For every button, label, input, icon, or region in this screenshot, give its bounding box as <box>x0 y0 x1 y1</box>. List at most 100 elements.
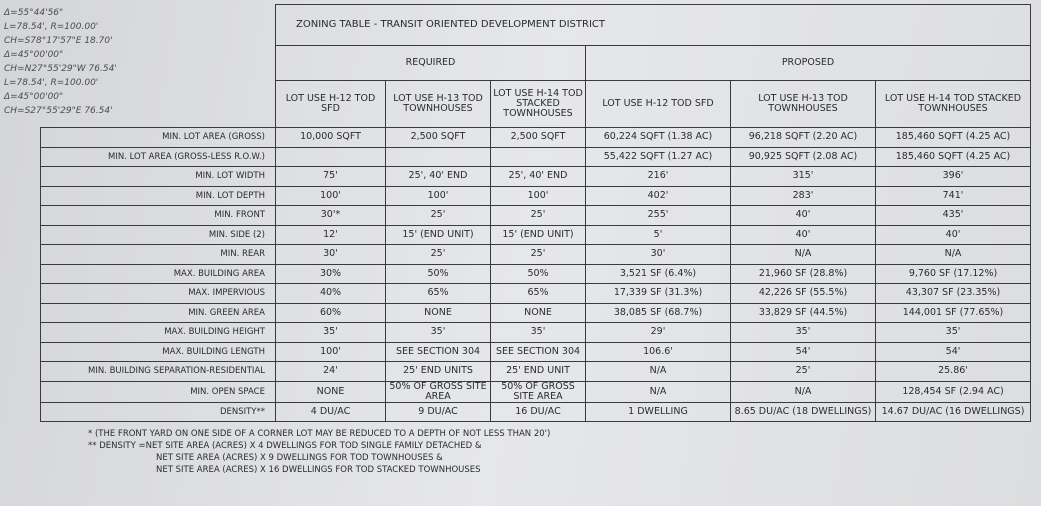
table-cell: 25.86' <box>874 361 1032 382</box>
table-cell: 54' <box>730 341 876 362</box>
table-cell: 35' <box>730 322 876 343</box>
table-cell: 396' <box>874 166 1032 187</box>
table-cell: 96,218 SQFT (2.20 AC) <box>730 127 876 148</box>
footnote: NET SITE AREA (ACRES) X 16 DWELLINGS FOR… <box>156 465 481 475</box>
table-row: MIN. OPEN SPACE NONE 50% OF GROSS SITE ARE… <box>40 380 1032 403</box>
group-row: REQUIRED PROPOSED <box>41 45 1032 81</box>
table-cell: 38,085 SF (68.7%) <box>585 302 731 323</box>
table-cell: N/A <box>730 244 876 265</box>
table-cell: 100' <box>385 185 491 206</box>
table-cell <box>275 146 386 167</box>
plat-note: Δ=55°44'56" <box>4 8 64 18</box>
table-cell: 185,460 SQFT (4.25 AC) <box>874 146 1032 167</box>
table-cell: 25' <box>490 244 586 265</box>
table-cell: 15' (END UNIT) <box>490 224 586 245</box>
table-row: MIN. GREEN AREA 60% NONE NONE 38,085 SF (68.… <box>40 302 1032 323</box>
table-cell: 60,224 SQFT (1.38 AC) <box>585 127 731 148</box>
corner-cell <box>40 4 276 128</box>
table-cell: 50% <box>490 263 586 284</box>
table-cell: N/A <box>585 380 731 403</box>
row-label: MAX. BUILDING AREA <box>40 263 276 284</box>
title-row: ZONING TABLE - TRANSIT ORIENTED DEVELOPM… <box>40 4 1032 128</box>
table-cell: 283' <box>730 185 876 206</box>
table-cell: 50% OF GROSS SITE AREA <box>385 380 491 403</box>
footnote: NET SITE AREA (ACRES) X 9 DWELLINGS FOR … <box>156 453 443 463</box>
table-row: MAX. IMPERVIOUS 40% 65% 65% 17,339 SF (31.3%… <box>40 283 1032 304</box>
table-row: MIN. LOT WIDTH 75' 25', 40' END 25', 40' EN… <box>40 166 1032 187</box>
table-cell: 402' <box>585 185 731 206</box>
table-row: DENSITY** 4 DU/AC 9 DU/AC 16 DU/AC 1 DWELLIN… <box>40 401 1032 422</box>
plat-note: Δ=45°00'00" <box>4 92 64 102</box>
table-cell: 8.65 DU/AC (18 DWELLINGS) <box>730 401 876 422</box>
table-cell: 14.67 DU/AC (16 DWELLINGS) <box>874 401 1032 422</box>
row-label: MIN. SIDE (2) <box>40 224 276 245</box>
column-header: LOT USE H-13 TOD TOWNHOUSES <box>730 80 876 128</box>
table-cell: 2,500 SQFT <box>490 127 586 148</box>
table-row: MIN. REAR 30' 25' 25' 30' N/A N/A <box>40 244 1032 265</box>
table-cell: 60% <box>275 302 386 323</box>
table-cell: 75' <box>275 166 386 187</box>
table-cell: 65% <box>385 283 491 304</box>
column-header: LOT USE H-14 TOD STACKED TOWNHOUSES <box>490 80 586 128</box>
table-cell: 12' <box>275 224 386 245</box>
plat-note: Δ=45°00'00" <box>4 50 64 60</box>
table-row: MAX. BUILDING LENGTH 100' SEE SECTION 304 S… <box>40 341 1032 362</box>
table-cell: 10,000 SQFT <box>275 127 386 148</box>
group-header: REQUIRED <box>275 45 586 81</box>
table-cell: NONE <box>490 302 586 323</box>
column-header: LOT USE H-14 TOD STACKED TOWNHOUSES <box>874 80 1032 128</box>
footnote: * (THE FRONT YARD ON ONE SIDE OF A CORNE… <box>88 429 551 439</box>
table-row: MIN. FRONT 30'* 25' 25' 255' 40' 435' <box>40 205 1032 226</box>
table-cell: 25' <box>385 244 491 265</box>
column-header-row: LOT USE H-12 TOD SFD LOT USE H-13 TOD TOW… <box>41 80 1032 128</box>
table-cell <box>385 146 491 167</box>
table-cell: 255' <box>585 205 731 226</box>
table-row: MIN. LOT DEPTH 100' 100' 100' 402' 283' 741' <box>40 185 1032 206</box>
table-cell: 5' <box>585 224 731 245</box>
table-cell: 100' <box>275 185 386 206</box>
table-cell: 90,925 SQFT (2.08 AC) <box>730 146 876 167</box>
table-cell: 15' (END UNIT) <box>385 224 491 245</box>
row-label: MAX. IMPERVIOUS <box>40 283 276 304</box>
row-label: MAX. BUILDING LENGTH <box>40 341 276 362</box>
row-label: MIN. LOT AREA (GROSS-LESS R.O.W.) <box>40 146 276 167</box>
table-cell: 185,460 SQFT (4.25 AC) <box>874 127 1032 148</box>
table-cell: 29' <box>585 322 731 343</box>
table-cell: 25' <box>490 205 586 226</box>
table-cell: 100' <box>275 341 386 362</box>
table-cell: N/A <box>730 380 876 403</box>
table-cell: 25' END UNITS <box>385 361 491 382</box>
table-cell: 40' <box>730 205 876 226</box>
table-row: MIN. BUILDING SEPARATION-RESIDENTIAL 24' 2… <box>40 361 1032 382</box>
table-cell: 25' <box>730 361 876 382</box>
table-cell: 25', 40' END <box>490 166 586 187</box>
table-cell: 30' <box>585 244 731 265</box>
footnote: ** DENSITY =NET SITE AREA (ACRES) X 4 DW… <box>88 441 482 451</box>
table-cell: 1 DWELLING <box>585 401 731 422</box>
table-cell: 54' <box>874 341 1032 362</box>
row-label: MIN. BUILDING SEPARATION-RESIDENTIAL <box>40 361 276 382</box>
table-cell: 144,001 SF (77.65%) <box>874 302 1032 323</box>
zoning-table: ZONING TABLE - TRANSIT ORIENTED DEVELOPM… <box>40 4 1032 422</box>
row-label: DENSITY** <box>40 401 276 422</box>
table-cell: 50% <box>385 263 491 284</box>
table-cell: 42,226 SF (55.5%) <box>730 283 876 304</box>
row-label: MIN. REAR <box>40 244 276 265</box>
table-cell: 43,307 SF (23.35%) <box>874 283 1032 304</box>
table-row: MIN. SIDE (2) 12' 15' (END UNIT) 15' (END U… <box>40 224 1032 245</box>
table-cell: 216' <box>585 166 731 187</box>
table-cell: 25' END UNIT <box>490 361 586 382</box>
table-cell: 40% <box>275 283 386 304</box>
table-cell: 4 DU/AC <box>275 401 386 422</box>
table-cell: 9,760 SF (17.12%) <box>874 263 1032 284</box>
table-cell: 741' <box>874 185 1032 206</box>
table-row: MAX. BUILDING HEIGHT 35' 35' 35' 29' 35' 35' <box>40 322 1032 343</box>
table-cell: 35' <box>874 322 1032 343</box>
table-cell: NONE <box>275 380 386 403</box>
table-row: MIN. LOT AREA (GROSS) 10,000 SQFT 2,500 SQ… <box>40 127 1032 148</box>
table-cell: 65% <box>490 283 586 304</box>
table-cell: 17,339 SF (31.3%) <box>585 283 731 304</box>
table-cell: 30% <box>275 263 386 284</box>
table-title: ZONING TABLE - TRANSIT ORIENTED DEVELOPM… <box>274 4 1032 46</box>
